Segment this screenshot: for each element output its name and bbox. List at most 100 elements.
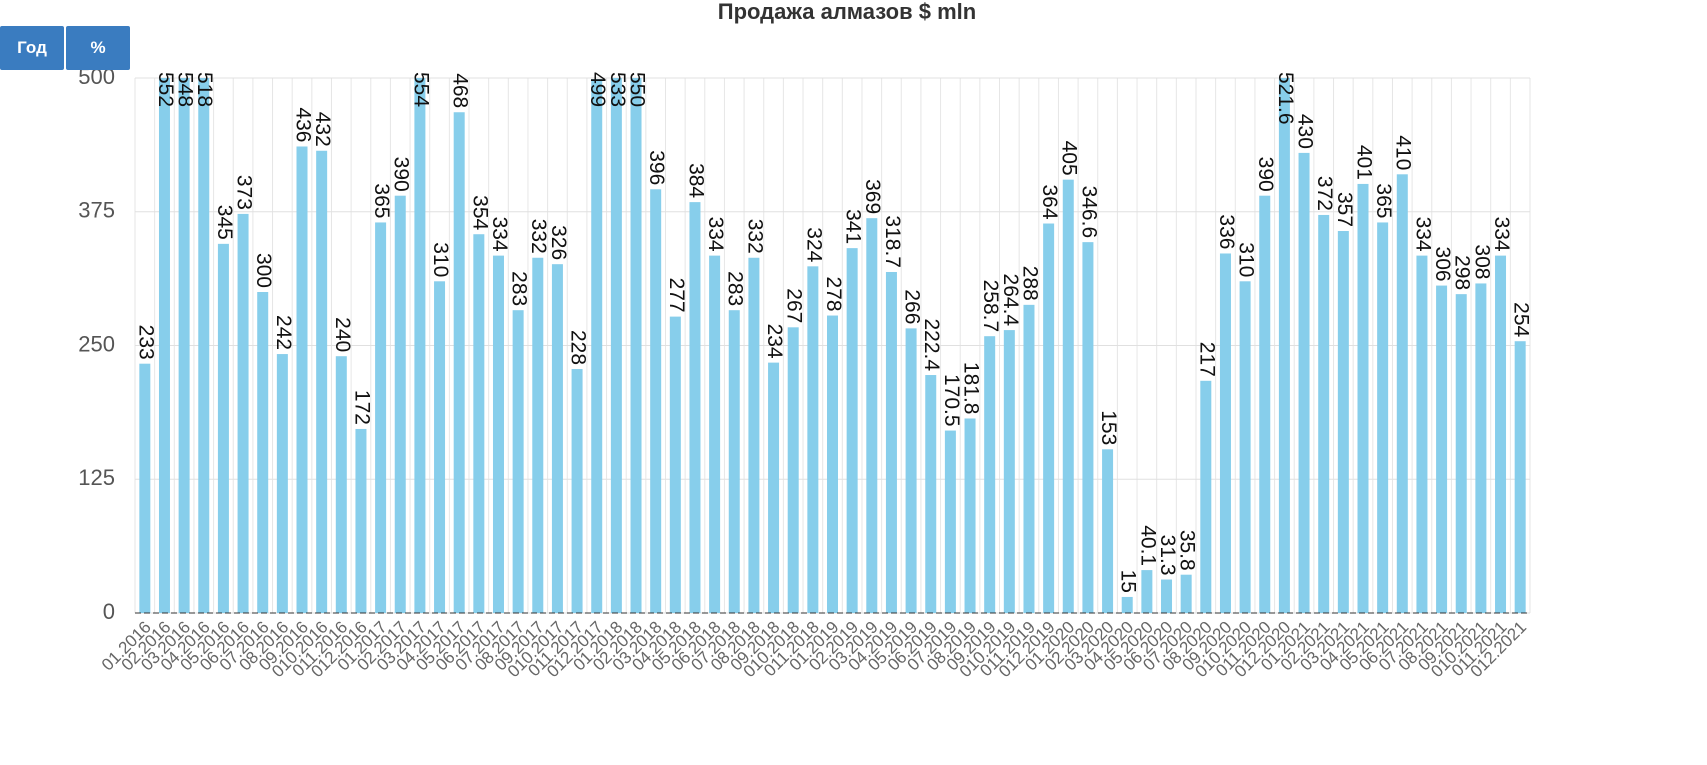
percent-button[interactable]: % <box>66 26 130 70</box>
bar <box>257 292 269 613</box>
data-label: 40.1 <box>1136 525 1159 566</box>
data-label: 346.6 <box>1077 186 1100 239</box>
bar <box>571 369 583 613</box>
bar <box>905 328 917 613</box>
data-label: 364 <box>1038 184 1061 219</box>
data-label: 468 <box>449 73 472 108</box>
data-label: 217 <box>1195 342 1218 377</box>
bar <box>1298 152 1310 613</box>
data-label: 334 <box>1490 217 1513 252</box>
data-label: 153 <box>1097 410 1120 445</box>
bar <box>394 195 406 613</box>
data-label: 332 <box>527 219 550 254</box>
bar <box>610 78 622 613</box>
data-label: 518 <box>193 72 216 107</box>
bar <box>1102 449 1114 613</box>
data-label: 401 <box>1352 145 1375 180</box>
bars <box>139 78 1526 614</box>
data-label: 222.4 <box>920 318 943 371</box>
year-button[interactable]: Год <box>0 26 64 70</box>
data-label: 396 <box>645 150 668 185</box>
bar <box>1121 596 1133 613</box>
bar <box>1219 253 1231 614</box>
y-tick-label: 250 <box>78 331 115 356</box>
bar <box>1062 179 1074 613</box>
data-label: 334 <box>1411 217 1434 252</box>
y-tick-label: 0 <box>103 599 115 624</box>
data-label: 233 <box>134 325 157 360</box>
data-label: 278 <box>822 276 845 311</box>
bar <box>1141 570 1153 613</box>
bar <box>1200 380 1212 613</box>
data-label: 242 <box>272 315 295 350</box>
bar <box>964 418 976 613</box>
bar <box>1475 283 1487 613</box>
bar <box>1455 294 1467 613</box>
data-label: 254 <box>1510 302 1533 337</box>
bar <box>1082 242 1094 613</box>
data-label: 318.7 <box>881 215 904 268</box>
bar <box>276 354 288 613</box>
data-label: 533 <box>606 72 629 107</box>
data-label: 384 <box>684 163 707 198</box>
data-label: 277 <box>665 278 688 313</box>
data-label: 357 <box>1333 192 1356 227</box>
bar <box>492 255 504 613</box>
data-label: 521.6 <box>1274 72 1297 125</box>
bar <box>826 315 839 613</box>
bar <box>217 243 229 613</box>
bar <box>198 78 210 614</box>
bar <box>316 150 328 613</box>
data-label: 332 <box>743 219 766 254</box>
bar <box>807 266 819 613</box>
data-label: 372 <box>1313 176 1336 211</box>
bar <box>473 234 485 613</box>
bar <box>335 356 347 613</box>
bar <box>375 222 387 613</box>
data-label: 31.3 <box>1156 535 1179 576</box>
bar <box>1337 231 1349 613</box>
data-label: 300 <box>252 253 275 288</box>
data-label: 172 <box>350 390 373 425</box>
bar <box>650 189 662 613</box>
bar <box>139 363 151 613</box>
data-label: 373 <box>233 175 256 210</box>
bar <box>885 271 897 613</box>
bar <box>1161 579 1173 613</box>
bar <box>944 430 956 613</box>
bar <box>728 310 740 613</box>
data-label: 306 <box>1431 247 1454 282</box>
data-label: 298 <box>1451 255 1474 290</box>
data-label: 369 <box>861 179 884 214</box>
bar <box>512 310 524 613</box>
bar <box>237 213 249 613</box>
bar <box>768 362 780 613</box>
data-label: 341 <box>842 209 865 244</box>
bar <box>709 255 721 613</box>
data-label: 336 <box>1215 214 1238 249</box>
data-label: 234 <box>763 324 786 359</box>
data-label: 170.5 <box>940 374 963 427</box>
data-label: 334 <box>488 217 511 252</box>
bar <box>1259 195 1271 613</box>
bar <box>1023 304 1035 613</box>
data-label: 15 <box>1117 570 1140 593</box>
data-label: 181.8 <box>959 362 982 415</box>
data-label: 432 <box>311 112 334 147</box>
data-label: 288 <box>1018 266 1041 301</box>
data-label: 326 <box>547 225 570 260</box>
bar <box>1514 341 1526 613</box>
y-tick-label: 125 <box>78 465 115 490</box>
data-label: 264.4 <box>999 274 1022 327</box>
bar <box>1396 174 1408 614</box>
bar <box>689 202 701 613</box>
data-label: 430 <box>1294 114 1317 149</box>
bar <box>1377 222 1389 613</box>
data-label: 436 <box>291 107 314 142</box>
bar <box>925 375 937 613</box>
data-label: 283 <box>724 271 747 306</box>
bar <box>551 264 563 613</box>
data-label: 334 <box>704 217 727 252</box>
